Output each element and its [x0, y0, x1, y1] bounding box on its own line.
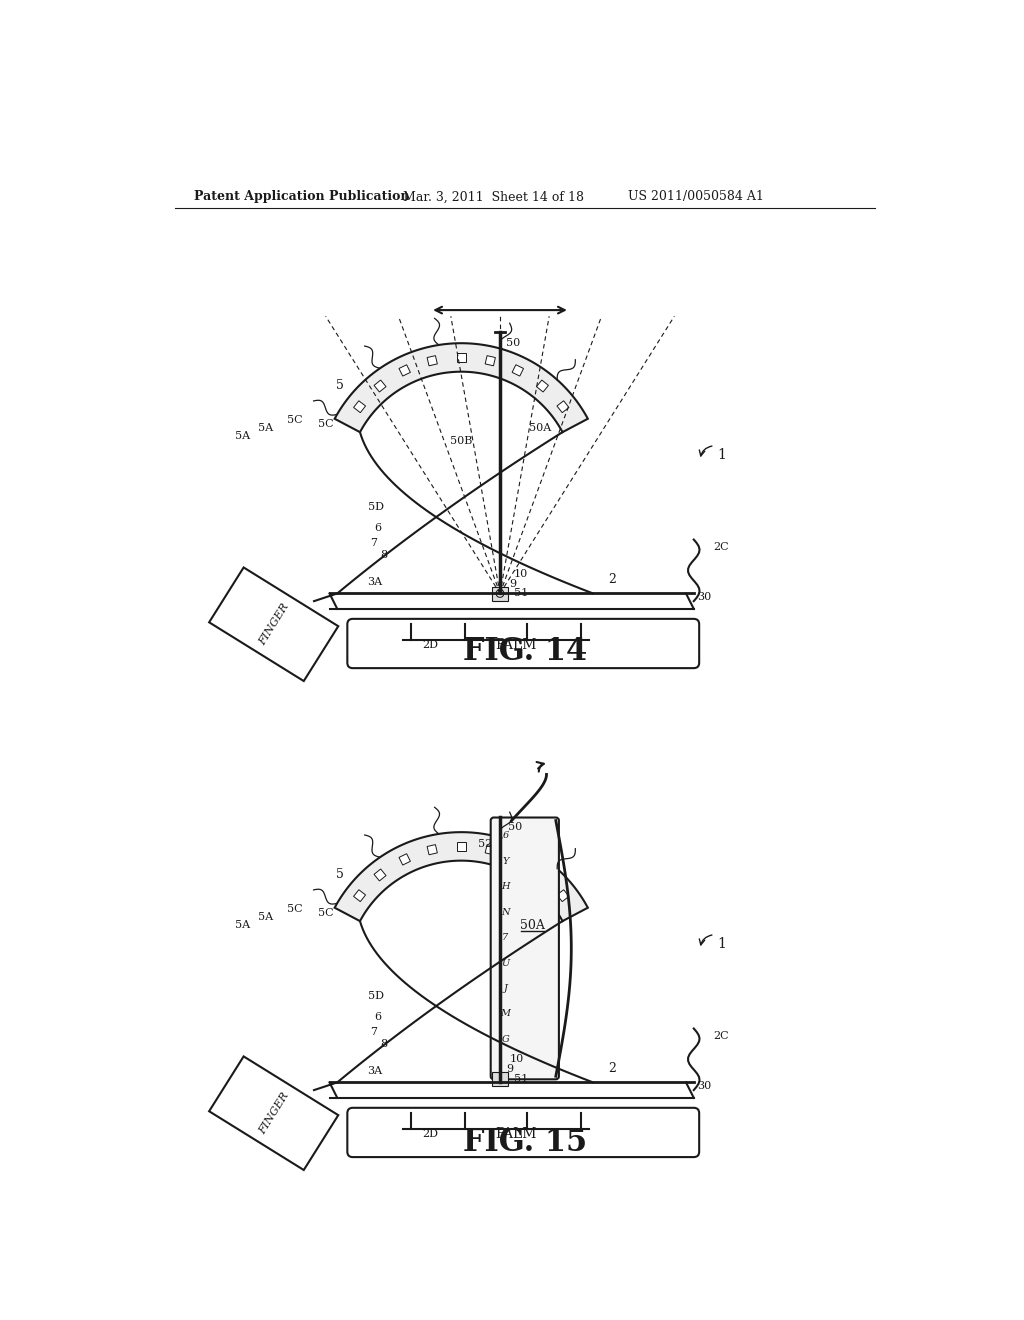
Text: PALM: PALM: [495, 1127, 537, 1140]
Polygon shape: [427, 845, 437, 855]
Text: Y: Y: [502, 857, 509, 866]
Text: PALM: PALM: [495, 638, 537, 652]
Text: 51: 51: [514, 1073, 528, 1084]
Text: 2D: 2D: [422, 1129, 438, 1139]
Text: 9: 9: [509, 579, 516, 589]
Text: 2: 2: [608, 573, 616, 586]
Text: 50: 50: [506, 338, 520, 348]
Polygon shape: [457, 842, 466, 850]
Text: 5C: 5C: [317, 418, 334, 429]
Polygon shape: [512, 364, 523, 376]
Text: 1: 1: [717, 447, 726, 462]
Polygon shape: [485, 355, 496, 366]
Text: FINGER: FINGER: [257, 1090, 291, 1137]
Text: FIG. 14: FIG. 14: [463, 636, 587, 667]
Text: 50B: 50B: [450, 436, 472, 446]
Text: 7: 7: [371, 539, 378, 548]
Text: 52: 52: [478, 838, 493, 849]
Polygon shape: [399, 854, 411, 865]
Text: 5A: 5A: [258, 912, 273, 921]
Text: 5C: 5C: [317, 908, 334, 917]
Text: 6: 6: [375, 523, 382, 533]
Bar: [493, 587, 508, 601]
Text: 7: 7: [503, 933, 509, 942]
Text: 3A: 3A: [367, 577, 382, 587]
Text: FIG. 15: FIG. 15: [463, 1127, 587, 1158]
Text: 2D: 2D: [422, 640, 438, 649]
Text: 5: 5: [336, 379, 344, 392]
Text: 7: 7: [371, 1027, 378, 1038]
Text: 8: 8: [380, 550, 387, 560]
Text: U: U: [502, 958, 510, 968]
Polygon shape: [374, 869, 386, 880]
Text: 2C: 2C: [713, 543, 729, 552]
Text: 5: 5: [336, 869, 344, 880]
Text: 5A: 5A: [258, 422, 273, 433]
Polygon shape: [557, 890, 569, 902]
Text: H: H: [501, 882, 510, 891]
Text: 2C: 2C: [713, 1031, 729, 1041]
Text: 30: 30: [697, 1081, 712, 1092]
Text: 3A: 3A: [367, 1065, 382, 1076]
Text: 5A: 5A: [236, 430, 250, 441]
Text: FINGER: FINGER: [257, 602, 291, 647]
Polygon shape: [427, 355, 437, 366]
Polygon shape: [485, 845, 496, 855]
Text: 51: 51: [514, 589, 528, 598]
Polygon shape: [209, 568, 338, 681]
FancyBboxPatch shape: [347, 1107, 699, 1158]
Polygon shape: [512, 854, 523, 865]
Text: 50A: 50A: [529, 422, 552, 433]
Text: M: M: [501, 1010, 510, 1018]
Text: 5C: 5C: [287, 904, 302, 915]
Polygon shape: [537, 380, 549, 392]
Text: 30: 30: [697, 593, 712, 602]
Text: Patent Application Publication: Patent Application Publication: [194, 190, 410, 203]
FancyBboxPatch shape: [490, 817, 559, 1080]
Polygon shape: [537, 869, 549, 880]
FancyBboxPatch shape: [347, 619, 699, 668]
Text: 2: 2: [608, 1063, 616, 1074]
Bar: [493, 1072, 508, 1086]
Text: 5A: 5A: [236, 920, 250, 929]
Text: 5C: 5C: [287, 416, 302, 425]
Text: 5D: 5D: [369, 502, 384, 512]
Text: 6: 6: [375, 1012, 382, 1022]
Polygon shape: [374, 380, 386, 392]
Text: 8: 8: [380, 1039, 387, 1049]
Polygon shape: [353, 890, 366, 902]
Circle shape: [496, 590, 504, 597]
Polygon shape: [335, 343, 588, 432]
Polygon shape: [399, 364, 411, 376]
Text: G: G: [502, 1035, 509, 1044]
Polygon shape: [209, 1056, 338, 1170]
Text: N: N: [501, 908, 510, 916]
Text: 10: 10: [514, 569, 528, 579]
Polygon shape: [557, 401, 569, 413]
Text: 5D: 5D: [369, 991, 384, 1001]
Text: 9: 9: [506, 1064, 513, 1074]
Text: 6: 6: [503, 832, 509, 841]
Text: 50A: 50A: [520, 919, 545, 932]
Text: 50: 50: [508, 822, 522, 832]
Text: J: J: [504, 983, 507, 993]
Text: 10: 10: [509, 1055, 523, 1064]
Polygon shape: [457, 354, 466, 362]
Polygon shape: [353, 401, 366, 413]
Text: 1: 1: [717, 937, 726, 950]
Text: US 2011/0050584 A1: US 2011/0050584 A1: [628, 190, 764, 203]
Polygon shape: [335, 832, 588, 921]
Text: Mar. 3, 2011  Sheet 14 of 18: Mar. 3, 2011 Sheet 14 of 18: [403, 190, 584, 203]
